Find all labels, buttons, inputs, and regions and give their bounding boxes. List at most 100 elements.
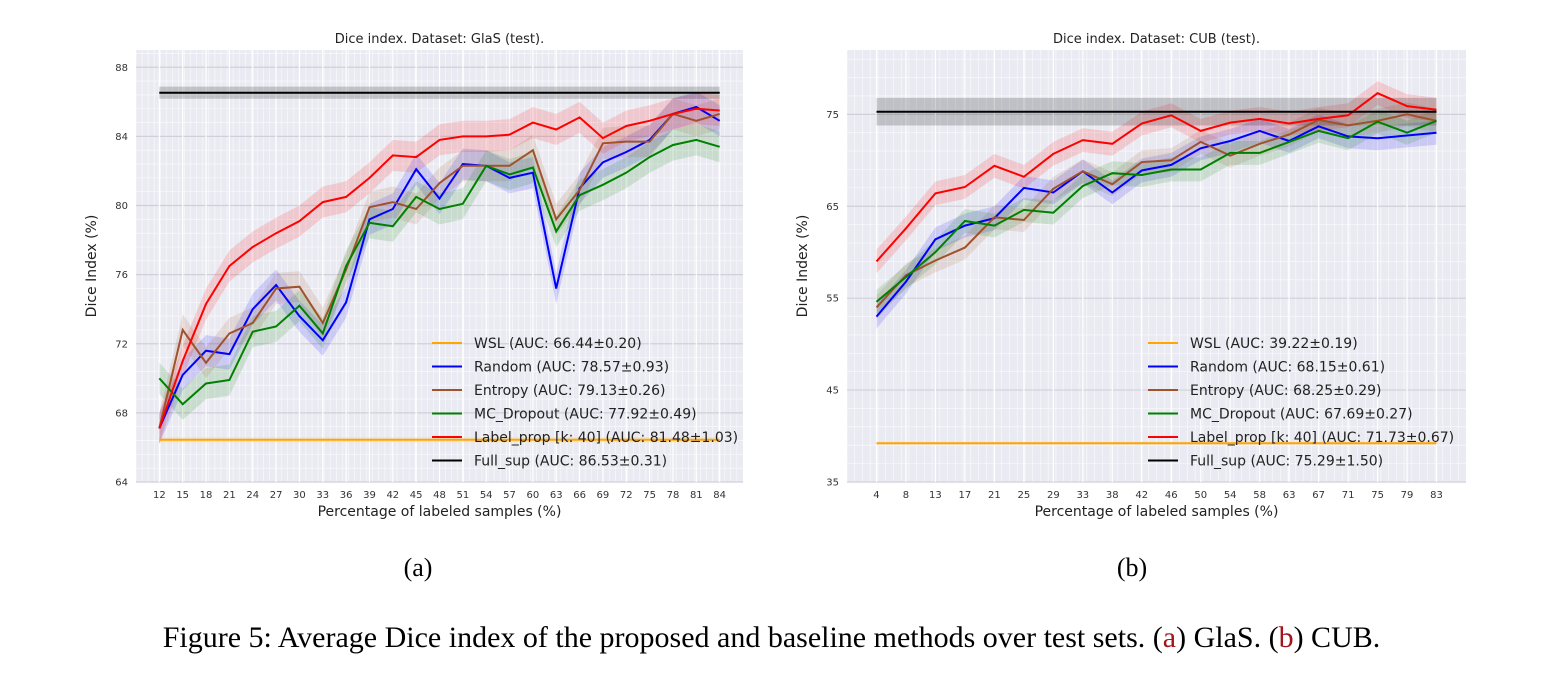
x-tick-label: 57 — [503, 490, 516, 501]
series-line-entropy — [158, 112, 720, 429]
x-tick-label: 46 — [1165, 490, 1178, 501]
x-tick-label: 21 — [988, 490, 1001, 501]
legend-entry-wsl: WSL (AUC: 39.22±0.19) — [1190, 336, 1358, 352]
band-entropy — [876, 102, 1437, 320]
x-tick-label: 48 — [433, 490, 446, 501]
x-tick-label: 67 — [1312, 490, 1325, 501]
y-tick-label: 64 — [115, 478, 128, 489]
x-tick-label: 30 — [293, 490, 306, 501]
y-axis-label: Dice Index (%) — [795, 215, 811, 318]
x-tick-label: 54 — [1224, 490, 1237, 501]
x-tick-label: 38 — [1106, 490, 1119, 501]
x-axis-label: Percentage of labeled samples (%) — [318, 504, 562, 520]
y-tick-label: 68 — [115, 408, 128, 419]
x-axis-label: Percentage of labeled samples (%) — [1035, 504, 1279, 520]
x-tick-label: 33 — [316, 490, 329, 501]
legend-entry-label_prop: Label_prop [k: 40] (AUC: 81.48±1.03) — [474, 430, 738, 446]
x-tick-label: 4 — [873, 490, 879, 501]
y-tick-label: 88 — [115, 63, 128, 74]
y-tick-label: 55 — [826, 294, 839, 305]
x-tick-label: 29 — [1047, 490, 1060, 501]
band-random — [876, 114, 1437, 329]
x-tick-label: 71 — [1342, 490, 1355, 501]
x-tick-label: 21 — [223, 490, 236, 501]
x-tick-label: 63 — [550, 490, 563, 501]
y-tick-label: 80 — [115, 201, 128, 212]
series-line-mc_dropout — [158, 138, 720, 406]
chart-title: Dice index. Dataset: CUB (test). — [1053, 32, 1260, 47]
x-tick-label: 78 — [667, 490, 680, 501]
x-tick-label: 83 — [1430, 490, 1443, 501]
x-tick-label: 42 — [386, 490, 399, 501]
x-tick-label: 39 — [363, 490, 376, 501]
x-tick-label: 84 — [713, 490, 726, 501]
x-tick-label: 54 — [480, 490, 493, 501]
x-tick-label: 12 — [153, 490, 166, 501]
x-tick-label: 17 — [959, 490, 972, 501]
caption-mid-a: ) GlaS. ( — [1176, 621, 1279, 654]
series-line-label_prop — [875, 92, 1437, 263]
y-tick-label: 75 — [826, 110, 839, 121]
legend-entry-label_prop: Label_prop [k: 40] (AUC: 71.73±0.67) — [1190, 430, 1454, 446]
x-tick-label: 27 — [270, 490, 283, 501]
legend-entry-full_sup: Full_sup (AUC: 86.53±0.31) — [474, 454, 667, 470]
legend: WSL (AUC: 39.22±0.19) Random (AUC: 68.15±… — [1148, 336, 1454, 470]
series-line-mc_dropout — [875, 119, 1437, 303]
band-random — [159, 91, 720, 444]
x-tick-label: 45 — [410, 490, 423, 501]
band-mc_dropout — [876, 108, 1437, 314]
x-tick-label: 33 — [1076, 490, 1089, 501]
x-tick-label: 25 — [1017, 490, 1030, 501]
x-tick-label: 75 — [643, 490, 656, 501]
x-tick-label: 15 — [176, 490, 189, 501]
caption-ref-b[interactable]: b — [1278, 621, 1294, 654]
band-label_prop — [876, 81, 1437, 274]
x-tick-label: 51 — [456, 490, 469, 501]
legend-entry-entropy: Entropy (AUC: 79.13±0.26) — [474, 383, 666, 399]
x-tick-label: 69 — [597, 490, 610, 501]
band-label_prop — [159, 93, 720, 444]
series-line-random — [158, 105, 721, 429]
caption-prefix: Figure 5: Average Dice index of the prop… — [162, 621, 1163, 654]
x-tick-label: 60 — [527, 490, 540, 501]
x-tick-label: 75 — [1371, 490, 1384, 501]
series-line-label_prop — [158, 107, 720, 429]
band-mc_dropout — [159, 124, 720, 420]
x-tick-label: 50 — [1194, 490, 1207, 501]
legend: WSL (AUC: 66.44±0.20) Random (AUC: 78.57±… — [432, 336, 738, 470]
x-tick-label: 81 — [690, 490, 703, 501]
x-tick-label: 79 — [1401, 490, 1414, 501]
legend-entry-mc_dropout: MC_Dropout (AUC: 67.69±0.27) — [1190, 407, 1413, 423]
y-tick-label: 65 — [826, 202, 839, 213]
y-tick-label: 45 — [826, 386, 839, 397]
legend-entry-wsl: WSL (AUC: 66.44±0.20) — [474, 336, 642, 352]
x-tick-label: 13 — [929, 490, 942, 501]
caption-ref-a[interactable]: a — [1162, 621, 1177, 654]
legend-entry-random: Random (AUC: 68.15±0.61) — [1190, 360, 1385, 376]
chart-title: Dice index. Dataset: GlaS (test). — [335, 32, 544, 47]
x-tick-label: 63 — [1283, 490, 1296, 501]
legend-entry-full_sup: Full_sup (AUC: 75.29±1.50) — [1190, 454, 1383, 470]
x-tick-label: 18 — [200, 490, 213, 501]
series-line-entropy — [875, 113, 1437, 309]
legend-entry-random: Random (AUC: 78.57±0.93) — [474, 360, 669, 376]
figure-caption: Figure 5: Average Dice index of the prop… — [0, 621, 1543, 655]
x-tick-label: 36 — [340, 490, 353, 501]
x-tick-label: 8 — [903, 490, 909, 501]
chart-panel-b: 35 45 55 65 75 4 8 13 17 21 25 29 33 38 42 46 50 54 58 63 67… — [795, 32, 1466, 520]
y-tick-label: 72 — [115, 339, 128, 350]
chart-panel-a: 64 68 72 76 80 84 88 12 15 18 21 24 27 30 33 36 39 42 45 48… — [84, 32, 743, 520]
legend-entry-mc_dropout: MC_Dropout (AUC: 77.92±0.49) — [474, 407, 697, 423]
x-tick-label: 24 — [246, 490, 259, 501]
x-tick-label: 66 — [573, 490, 586, 501]
subfigure-label-a: (a) — [403, 553, 433, 582]
y-tick-label: 35 — [826, 478, 839, 489]
x-tick-label: 42 — [1135, 490, 1148, 501]
caption-mid-b: ) CUB. — [1293, 621, 1381, 654]
y-tick-label: 76 — [115, 270, 128, 281]
series-line-random — [875, 125, 1437, 318]
y-tick-label: 84 — [115, 132, 128, 143]
band-entropy — [159, 98, 720, 445]
subfigure-label-b: (b) — [1116, 553, 1148, 582]
